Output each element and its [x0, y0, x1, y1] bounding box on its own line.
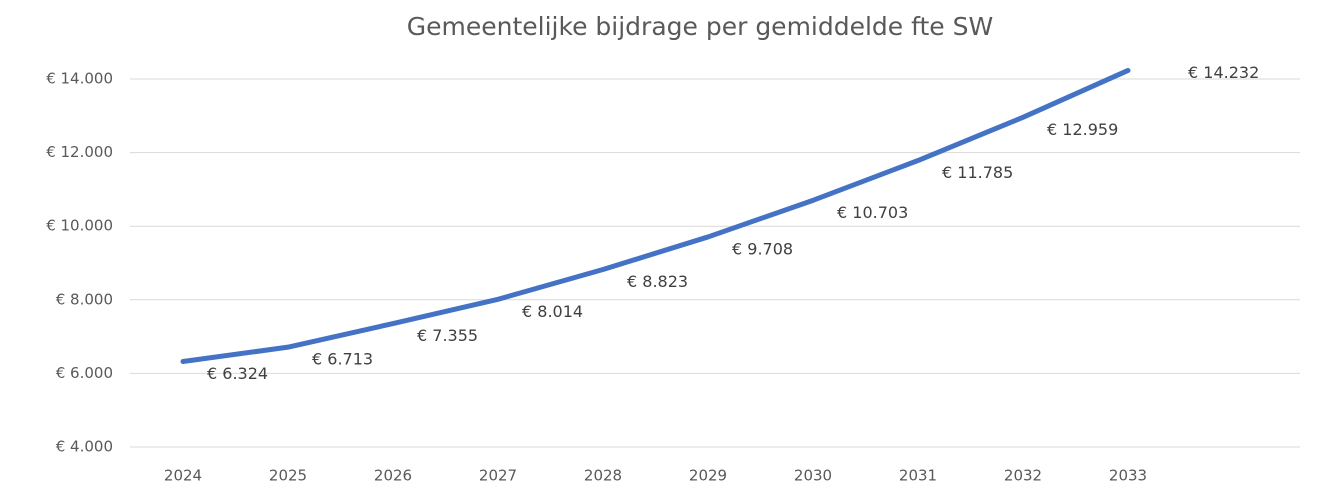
x-tick-label: 2033: [1109, 467, 1147, 485]
data-label: € 6.713: [312, 350, 373, 369]
line: [180, 67, 1131, 364]
y-tick-label: € 10.000: [46, 217, 113, 235]
x-tick-label: 2028: [584, 467, 622, 485]
data-label: € 8.823: [627, 272, 688, 291]
x-tick-label: 2027: [479, 467, 517, 485]
x-tick-label: 2029: [689, 467, 727, 485]
data-label: € 14.232: [1188, 63, 1259, 82]
data-label: € 10.703: [837, 203, 908, 222]
x-tick-label: 2030: [794, 467, 832, 485]
x-tick-label: 2025: [269, 467, 307, 485]
data-label: € 9.708: [732, 239, 793, 258]
data-label: € 11.785: [942, 163, 1013, 182]
y-tick-label: € 14.000: [46, 70, 113, 88]
y-tick-label: € 12.000: [46, 143, 113, 161]
y-tick-label: € 8.000: [56, 290, 113, 308]
data-label: € 8.014: [522, 302, 583, 321]
x-tick-label: 2024: [164, 467, 202, 485]
x-tick-label: 2032: [1004, 467, 1042, 485]
x-tick-label: 2031: [899, 467, 937, 485]
data-label: € 6.324: [207, 364, 268, 383]
data-label: € 12.959: [1047, 120, 1118, 139]
x-tick-label: 2026: [374, 467, 412, 485]
y-tick-label: € 4.000: [56, 438, 113, 456]
chart-title: Gemeentelijke bijdrage per gemiddelde ft…: [407, 12, 993, 41]
data-label: € 7.355: [417, 326, 478, 345]
y-tick-label: € 6.000: [56, 364, 113, 382]
